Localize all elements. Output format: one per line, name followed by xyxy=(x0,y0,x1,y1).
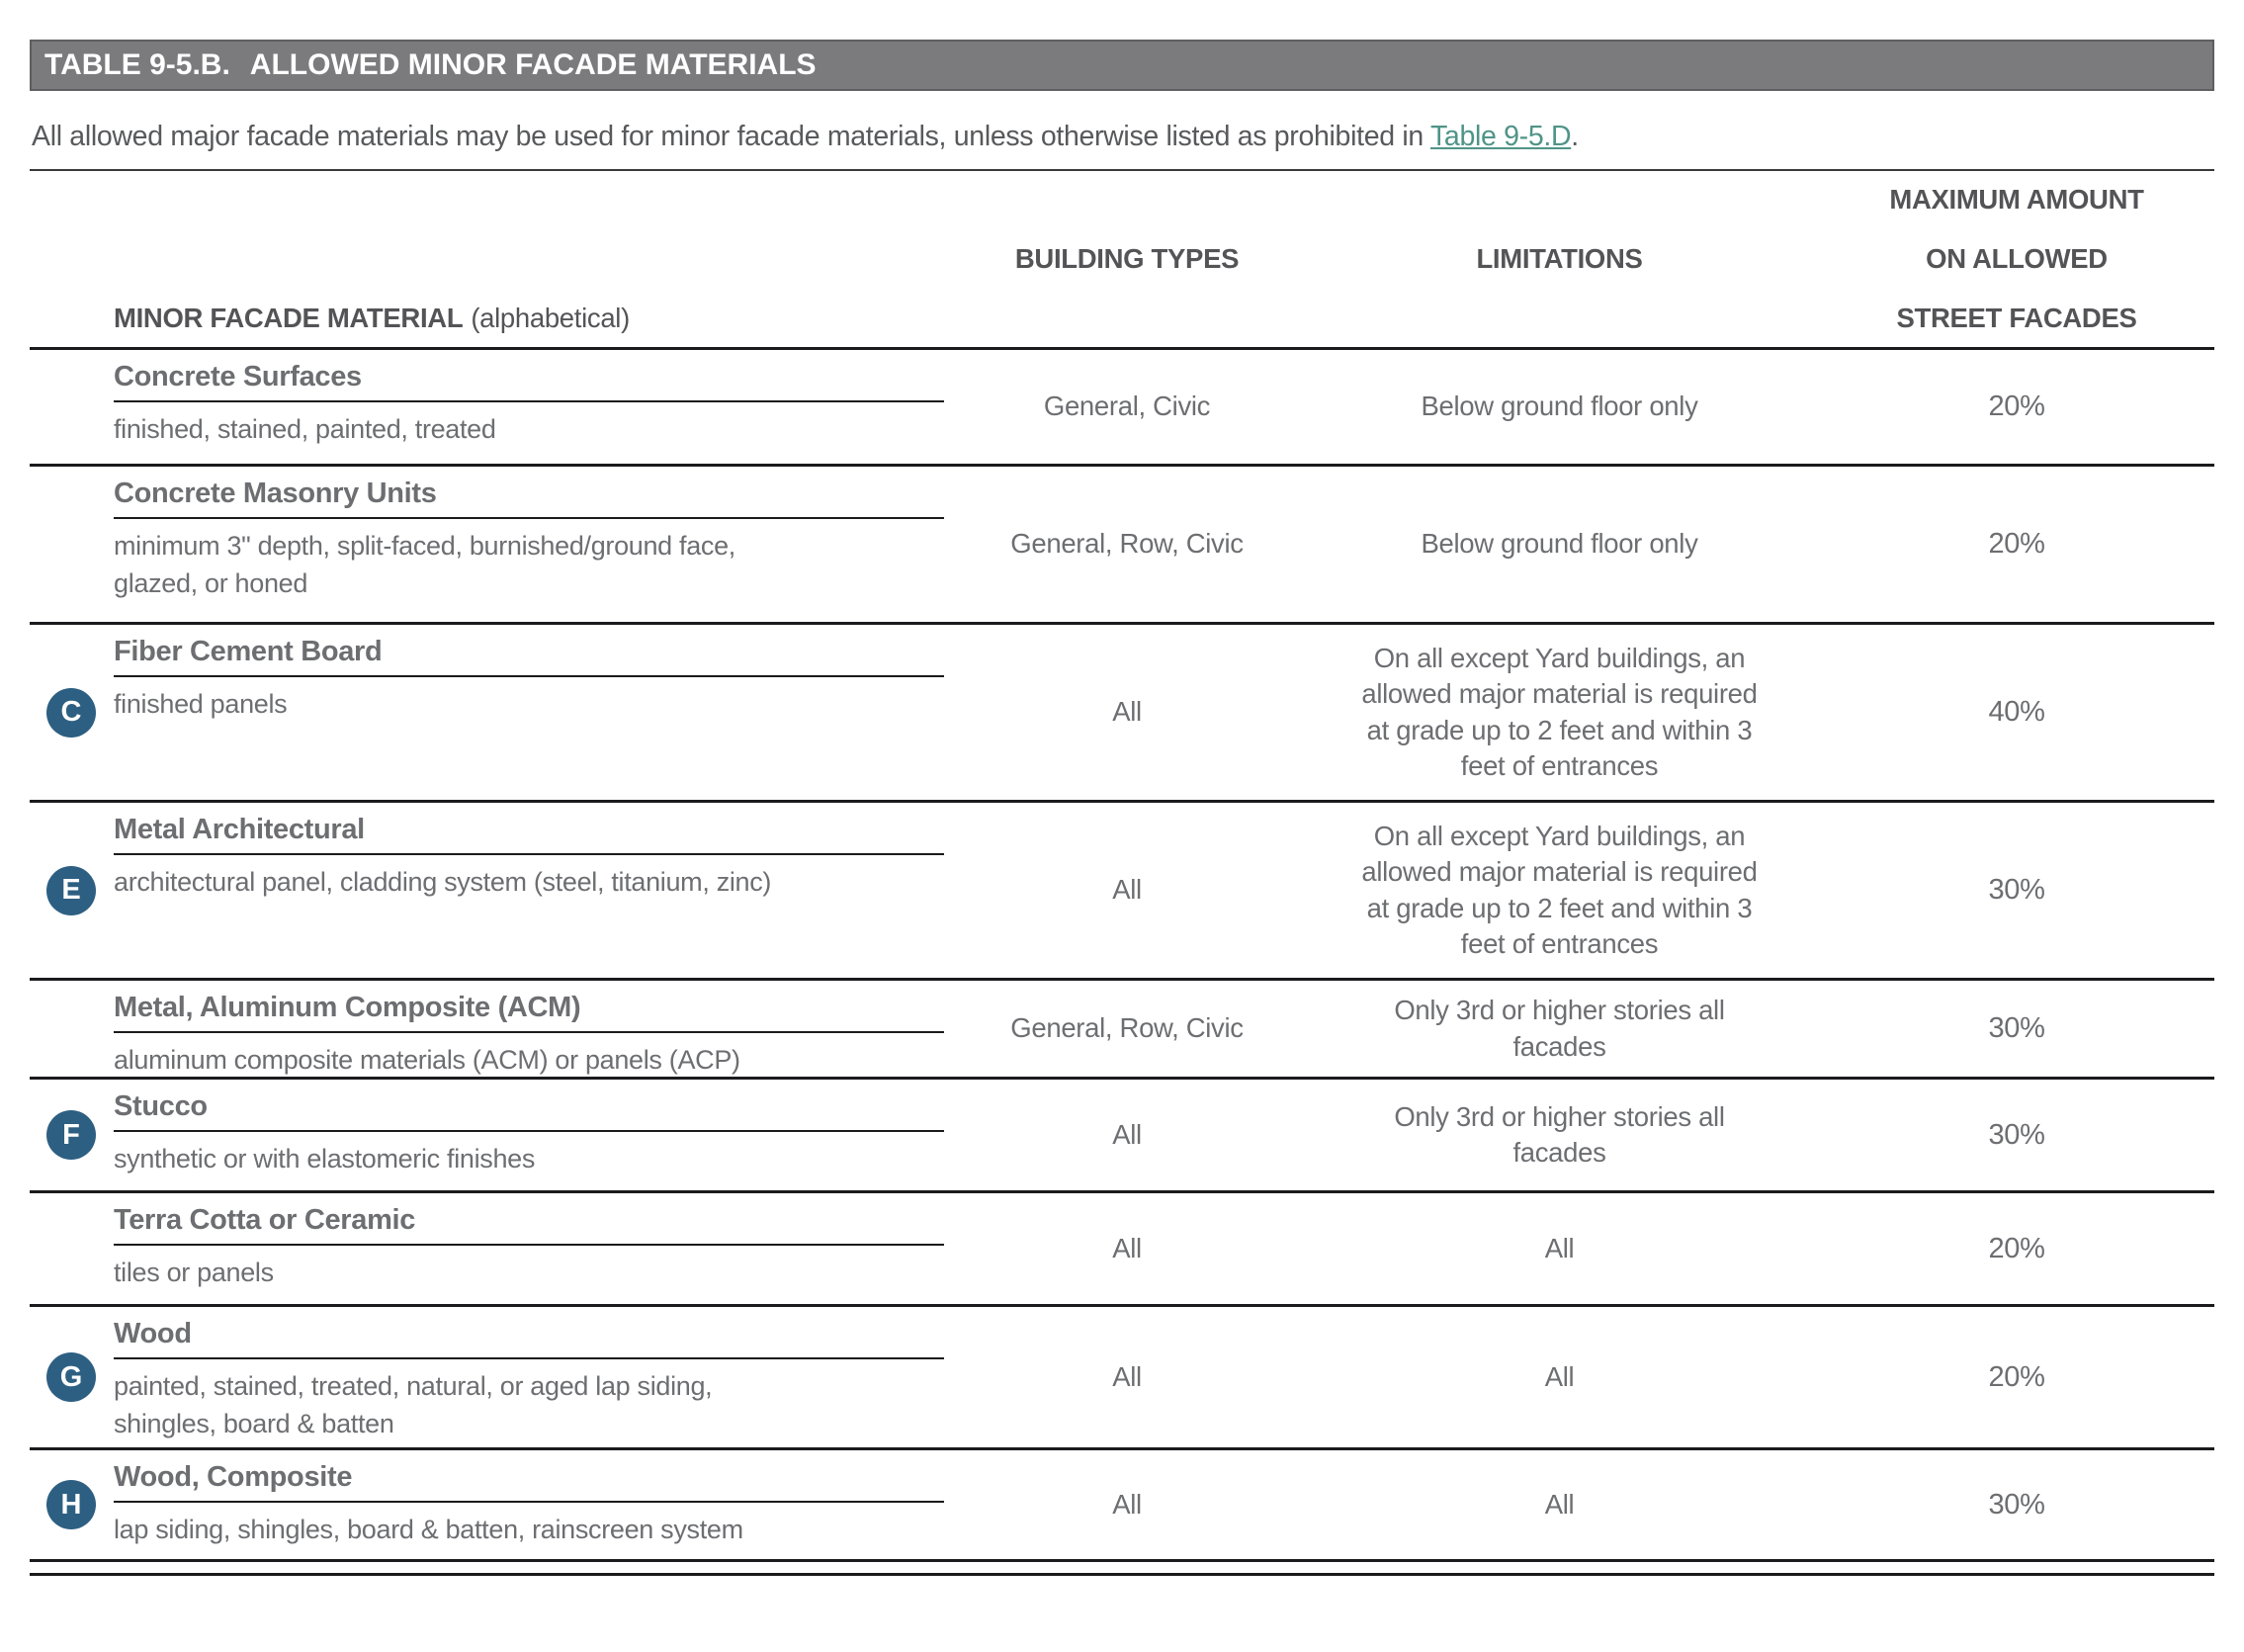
building-types-cell: General, Row, Civic xyxy=(1010,528,1244,560)
material-description: synthetic or with elastomeric finishes xyxy=(114,1144,536,1174)
material-name: Wood, Composite xyxy=(114,1461,944,1504)
material-cell: C Fiber Cement Board finished panels xyxy=(30,625,954,800)
badge-c-icon: C xyxy=(46,687,96,738)
limitations-cell: All xyxy=(1544,1488,1575,1520)
max-amount-cell: 30% xyxy=(1988,874,2045,907)
building-types-cell: All xyxy=(1112,1232,1142,1263)
material-cell: Metal, Aluminum Composite (ACM) aluminum… xyxy=(30,981,954,1077)
material-name: Metal, Aluminum Composite (ACM) xyxy=(114,992,944,1034)
limitations-cell: Below ground floor only xyxy=(1421,391,1698,422)
limitations-cell: All xyxy=(1544,1360,1575,1392)
table-9-5-d-link[interactable]: Table 9-5.D xyxy=(1429,121,1572,152)
building-types-cell: General, Row, Civic xyxy=(1010,1012,1244,1044)
material-name: Wood xyxy=(114,1318,944,1360)
building-types-cell: All xyxy=(1112,1488,1142,1520)
table-title-bar: TABLE 9-5.B. ALLOWED MINOR FACADE MATERI… xyxy=(30,40,2214,91)
material-cell: Concrete Masonry Units minimum 3" depth,… xyxy=(30,467,954,622)
material-description: architectural panel, cladding system (st… xyxy=(114,867,772,898)
material-cell: H Wood, Composite lap siding, shingles, … xyxy=(30,1450,954,1559)
max-amount-cell: 20% xyxy=(1988,528,2045,561)
material-name: Concrete Surfaces xyxy=(114,361,944,403)
max-amount-cell: 20% xyxy=(1988,1360,2045,1393)
column-header-max-amount: MAXIMUM AMOUNT ON ALLOWED STREET FACADES xyxy=(1889,184,2144,333)
material-description: finished panels xyxy=(114,689,288,720)
table-title: ALLOWED MINOR FACADE MATERIALS xyxy=(249,48,817,81)
material-description: aluminum composite materials (ACM) or pa… xyxy=(114,1045,740,1076)
column-header-building-types: BUILDING TYPES xyxy=(1014,243,1240,274)
table-row: E Metal Architectural architectural pane… xyxy=(30,800,2214,978)
table-row: Concrete Surfaces finished, stained, pai… xyxy=(30,347,2214,464)
table-row: F Stucco synthetic or with elastomeric f… xyxy=(30,1077,2214,1190)
material-description: finished, stained, painted, treated xyxy=(114,414,496,445)
max-amount-cell: 20% xyxy=(1988,391,2045,423)
max-amount-cell: 40% xyxy=(1988,696,2045,729)
badge-g-icon: G xyxy=(46,1352,96,1402)
column-header-material-note: (alphabetical) xyxy=(471,303,630,333)
table-row: G Wood painted, stained, treated, natura… xyxy=(30,1304,2214,1447)
max-amount-cell: 30% xyxy=(1988,1488,2045,1521)
column-header-limitations: LIMITATIONS xyxy=(1476,243,1643,274)
badge-h-icon: H xyxy=(46,1480,96,1529)
material-name: Terra Cotta or Ceramic xyxy=(114,1204,944,1247)
limitations-cell: Only 3rd or higher stories all facades xyxy=(1394,995,1725,1062)
materials-table: MINOR FACADE MATERIAL (alphabetical) BUI… xyxy=(30,169,2214,1576)
building-types-cell: All xyxy=(1112,1118,1142,1150)
building-types-cell: General, Civic xyxy=(1043,391,1211,422)
max-amount-cell: 30% xyxy=(1988,1118,2045,1151)
limitations-cell: All xyxy=(1544,1232,1575,1263)
building-types-cell: All xyxy=(1112,696,1142,728)
material-description: minimum 3" depth, split-faced, burnished… xyxy=(114,531,735,598)
column-header-material: MINOR FACADE MATERIAL (alphabetical) xyxy=(30,171,954,347)
material-name: Metal Architectural xyxy=(114,814,944,856)
intro-text-before: All allowed major facade materials may b… xyxy=(32,121,1430,152)
badge-f-icon: F xyxy=(46,1110,96,1160)
limitations-cell: On all except Yard buildings, an allowed… xyxy=(1361,820,1758,959)
material-cell: F Stucco synthetic or with elastomeric f… xyxy=(30,1080,954,1190)
material-cell: E Metal Architectural architectural pane… xyxy=(30,803,954,978)
material-cell: Concrete Surfaces finished, stained, pai… xyxy=(30,350,954,464)
limitations-cell: Below ground floor only xyxy=(1421,528,1698,560)
material-cell: Terra Cotta or Ceramic tiles or panels xyxy=(30,1193,954,1304)
table-header-row: MINOR FACADE MATERIAL (alphabetical) BUI… xyxy=(30,171,2214,347)
badge-e-icon: E xyxy=(46,865,96,915)
building-types-cell: All xyxy=(1112,1360,1142,1392)
table-row: Concrete Masonry Units minimum 3" depth,… xyxy=(30,464,2214,622)
intro-text-after: . xyxy=(1571,121,1579,152)
limitations-cell: On all except Yard buildings, an allowed… xyxy=(1361,642,1758,781)
intro-text: All allowed major facade materials may b… xyxy=(32,117,2244,156)
material-name: Stucco xyxy=(114,1090,944,1133)
material-name: Concrete Masonry Units xyxy=(114,478,944,520)
material-cell: G Wood painted, stained, treated, natura… xyxy=(30,1307,954,1447)
column-header-material-label: MINOR FACADE MATERIAL xyxy=(114,303,464,333)
table-bottom-border xyxy=(30,1559,2214,1576)
material-description: tiles or panels xyxy=(114,1258,274,1288)
max-amount-cell: 20% xyxy=(1988,1232,2045,1264)
table-row: Terra Cotta or Ceramic tiles or panels A… xyxy=(30,1190,2214,1304)
max-amount-cell: 30% xyxy=(1988,1012,2045,1045)
material-description: lap siding, shingles, board & batten, ra… xyxy=(114,1515,743,1545)
table-row: C Fiber Cement Board finished panels All… xyxy=(30,622,2214,800)
material-description: painted, stained, treated, natural, or a… xyxy=(114,1371,713,1438)
table-row: H Wood, Composite lap siding, shingles, … xyxy=(30,1447,2214,1559)
building-types-cell: All xyxy=(1112,874,1142,906)
material-name: Fiber Cement Board xyxy=(114,636,944,678)
table-row: Metal, Aluminum Composite (ACM) aluminum… xyxy=(30,978,2214,1077)
document-page: TABLE 9-5.B. ALLOWED MINOR FACADE MATERI… xyxy=(0,40,2244,1652)
limitations-cell: Only 3rd or higher stories all facades xyxy=(1394,1100,1725,1168)
table-number: TABLE 9-5.B. xyxy=(44,48,230,81)
